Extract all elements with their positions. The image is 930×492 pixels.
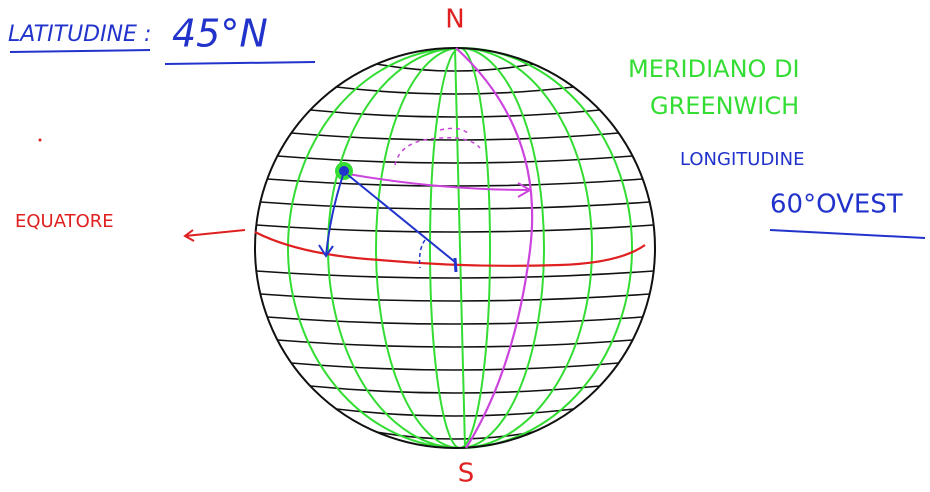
equator-label: EQUATORE <box>15 211 114 232</box>
parallel <box>267 316 643 325</box>
dot <box>38 138 42 142</box>
parallel <box>256 224 654 233</box>
parallel <box>256 270 654 279</box>
parallel <box>336 86 574 95</box>
longitude-value: 60°OVEST <box>770 190 903 220</box>
parallel <box>336 408 574 417</box>
point <box>339 166 349 176</box>
underline <box>769 229 926 239</box>
parallel <box>310 109 600 118</box>
parallel <box>267 178 643 187</box>
equator-arrow <box>183 229 246 242</box>
radius <box>347 174 456 263</box>
parallel <box>291 132 619 141</box>
underline <box>9 49 151 53</box>
dashes <box>394 127 481 166</box>
equator <box>254 231 646 267</box>
meridian-label: MERIDIANO DI <box>628 55 800 83</box>
longitude-label: LONGITUDINE <box>680 149 804 170</box>
parallel <box>291 362 619 371</box>
underline <box>164 61 316 65</box>
center-mark <box>453 257 458 273</box>
south-label: S <box>458 459 475 489</box>
north-label: N <box>445 5 464 35</box>
parallel <box>277 339 633 348</box>
latitude-label: LATITUDINE : <box>8 22 151 47</box>
parallel <box>277 155 633 164</box>
meridian <box>454 47 466 449</box>
parallel <box>260 293 650 302</box>
angle-arc <box>418 239 426 269</box>
greenwich-meridian <box>455 47 534 449</box>
globe-outline <box>254 47 656 449</box>
longitude-arrow <box>347 173 532 198</box>
meridian-label: GREENWICH <box>650 92 799 120</box>
parallel <box>376 431 534 440</box>
parallel <box>260 201 650 210</box>
latitude-value: 45°N <box>172 12 268 56</box>
globe <box>254 47 656 449</box>
latitude-arrow <box>318 174 344 258</box>
parallel <box>310 385 600 394</box>
